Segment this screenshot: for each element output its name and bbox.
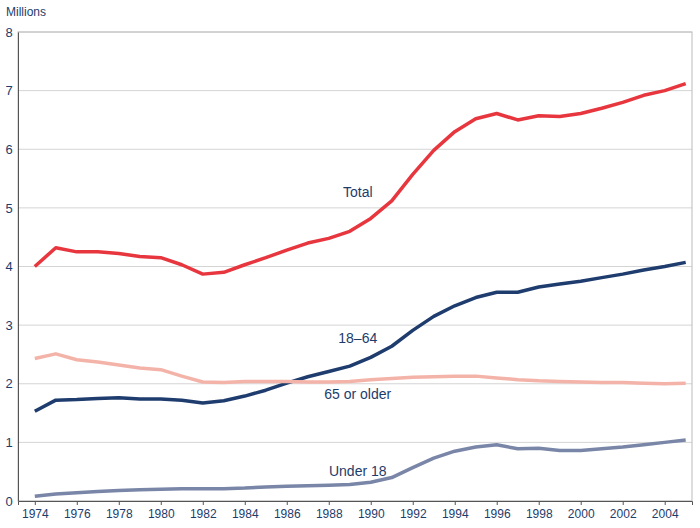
x-tick-label: 1988 bbox=[316, 507, 343, 521]
x-tick-mark bbox=[35, 501, 36, 505]
y-tick: 3 bbox=[5, 318, 18, 333]
grid-line bbox=[18, 266, 692, 267]
series-label: Total bbox=[343, 184, 373, 200]
series-label: Under 18 bbox=[329, 463, 387, 479]
y-tick: 1 bbox=[5, 435, 18, 450]
grid-line bbox=[18, 442, 692, 443]
x-tick: 1994 bbox=[442, 501, 469, 521]
series-line bbox=[35, 354, 686, 384]
y-axis: 0 1 2 3 4 5 6 7 8 bbox=[5, 25, 18, 509]
y-tick: 6 bbox=[5, 142, 18, 157]
x-tick-label: 2002 bbox=[610, 507, 637, 521]
x-tick-label: 1994 bbox=[442, 507, 469, 521]
y-tick: 5 bbox=[5, 201, 18, 216]
x-tick-label: 1976 bbox=[64, 507, 91, 521]
y-tick-label: 3 bbox=[5, 318, 12, 333]
series-line bbox=[35, 84, 686, 275]
plot-frame bbox=[18, 32, 692, 501]
y-tick-label: 2 bbox=[5, 376, 12, 391]
series-labels: Total 18–64 65 or older Under 18 bbox=[324, 184, 391, 479]
x-tick-mark bbox=[287, 501, 288, 505]
y-tick-label: 7 bbox=[5, 83, 12, 98]
x-tick-mark bbox=[455, 501, 456, 505]
y-tick-label: 0 bbox=[5, 494, 12, 509]
x-tick: 2004 bbox=[652, 501, 679, 521]
x-tick: 2002 bbox=[610, 501, 637, 521]
x-tick-label: 1992 bbox=[400, 507, 427, 521]
y-tick: 8 bbox=[5, 25, 18, 40]
y-tick-label: 4 bbox=[5, 259, 12, 274]
x-tick: 1982 bbox=[190, 501, 217, 521]
x-tick: 1996 bbox=[484, 501, 511, 521]
grid-line bbox=[18, 325, 692, 326]
x-tick-mark bbox=[329, 501, 330, 505]
x-tick-mark bbox=[497, 501, 498, 505]
grid bbox=[18, 32, 692, 501]
x-axis-line bbox=[19, 502, 693, 506]
x-tick-label: 1984 bbox=[232, 507, 259, 521]
x-tick-label: 2004 bbox=[652, 507, 679, 521]
grid-line bbox=[18, 149, 692, 150]
x-tick-mark bbox=[119, 501, 120, 505]
x-tick-label: 1982 bbox=[190, 507, 217, 521]
x-tick-mark bbox=[665, 501, 666, 505]
x-tick-label: 2000 bbox=[568, 507, 595, 521]
x-tick-mark bbox=[203, 501, 204, 505]
plot: 1974 1976 1978 1980 1982 1984 1986 1988 1990 1992… bbox=[5, 25, 692, 521]
x-tick-mark bbox=[413, 501, 414, 505]
y-tick-label: 8 bbox=[5, 25, 12, 40]
x-tick: 1984 bbox=[232, 501, 259, 521]
x-tick: 1978 bbox=[106, 501, 133, 521]
x-tick-mark bbox=[371, 501, 372, 505]
grid-line bbox=[18, 207, 692, 208]
lines bbox=[35, 84, 686, 497]
y-axis-title: Millions bbox=[6, 5, 46, 19]
x-tick: 2000 bbox=[568, 501, 595, 521]
x-tick-mark bbox=[245, 501, 246, 505]
x-tick-mark bbox=[161, 501, 162, 505]
x-tick-label: 1980 bbox=[148, 507, 175, 521]
y-tick-label: 1 bbox=[5, 435, 12, 450]
series-line bbox=[35, 440, 686, 496]
series-label: 18–64 bbox=[338, 330, 377, 346]
series-label: 65 or older bbox=[324, 386, 391, 402]
x-tick-label: 1978 bbox=[106, 507, 133, 521]
x-tick: 1992 bbox=[400, 501, 427, 521]
y-tick: 2 bbox=[5, 376, 18, 391]
x-tick: 1990 bbox=[358, 501, 385, 521]
x-tick: 1974 bbox=[22, 501, 49, 521]
x-tick: 1988 bbox=[316, 501, 343, 521]
x-tick-label: 1998 bbox=[526, 507, 553, 521]
y-tick-label: 5 bbox=[5, 201, 12, 216]
y-tick: 4 bbox=[5, 259, 18, 274]
chart: 1974 1976 1978 1980 1982 1984 1986 1988 1990 1992… bbox=[0, 0, 700, 528]
x-tick-mark bbox=[623, 501, 624, 505]
x-tick-label: 1974 bbox=[22, 507, 49, 521]
series-line bbox=[35, 262, 686, 411]
grid-line bbox=[18, 90, 692, 91]
x-tick: 1976 bbox=[64, 501, 91, 521]
x-tick-mark bbox=[77, 501, 78, 505]
x-tick-mark bbox=[581, 501, 582, 505]
x-tick-mark bbox=[539, 501, 540, 505]
y-tick-label: 6 bbox=[5, 142, 12, 157]
x-tick-label: 1996 bbox=[484, 507, 511, 521]
x-tick: 1986 bbox=[274, 501, 301, 521]
y-axis-line bbox=[18, 33, 19, 502]
x-tick: 1980 bbox=[148, 501, 175, 521]
y-tick: 7 bbox=[5, 83, 18, 98]
x-axis: 1974 1976 1978 1980 1982 1984 1986 1988 1990 1992… bbox=[19, 501, 693, 521]
x-tick-label: 1990 bbox=[358, 507, 385, 521]
y-tick: 0 bbox=[5, 494, 18, 509]
x-tick: 1998 bbox=[526, 501, 553, 521]
x-tick-label: 1986 bbox=[274, 507, 301, 521]
